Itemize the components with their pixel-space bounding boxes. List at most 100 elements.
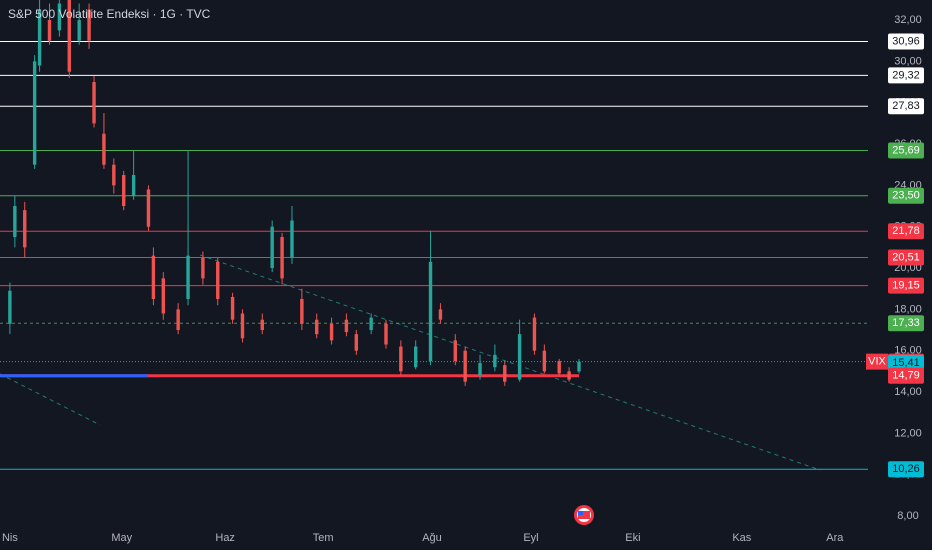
- candle-body: [503, 365, 507, 382]
- price-tag-label: 29,32: [892, 69, 920, 81]
- candle-body: [577, 361, 581, 372]
- x-tick-label: Tem: [313, 532, 334, 544]
- price-tag: [888, 277, 924, 294]
- y-tick-label: 18,00: [894, 303, 922, 315]
- candle-body: [37, 9, 42, 66]
- candle-body: [32, 61, 37, 165]
- candle-body: [102, 133, 106, 165]
- price-tag-label: 25,69: [892, 144, 920, 156]
- candle-body: [557, 361, 561, 374]
- candle-body: [567, 371, 571, 380]
- candle-body: [131, 175, 136, 196]
- price-tags: 30,96 29,32 27,83 25,69 23,50 21,78 20,51 19,15…: [866, 33, 924, 478]
- price-tag: [888, 142, 924, 159]
- y-tick-label: 30,00: [894, 55, 922, 67]
- price-tag: [888, 33, 924, 50]
- candle-body: [13, 206, 17, 238]
- x-tick-label: Nis: [2, 532, 18, 544]
- price-tag: [888, 354, 924, 371]
- y-tick-label: 8,00: [897, 510, 918, 522]
- price-tag: [888, 461, 924, 478]
- candle-body: [122, 175, 126, 207]
- price-tag: [888, 315, 924, 332]
- candle-body: [216, 261, 220, 300]
- symbol-tag: [866, 353, 888, 370]
- candle-body: [384, 323, 388, 345]
- candle-body: [315, 319, 319, 335]
- price-tag-label: 27,83: [892, 100, 920, 112]
- candle-body: [67, 0, 71, 72]
- candle-body: [201, 257, 205, 279]
- x-tick-label: Haz: [215, 532, 235, 544]
- event-icon[interactable]: [574, 505, 594, 525]
- y-tick-label: 14,00: [894, 386, 922, 398]
- price-tag: [888, 67, 924, 84]
- chart-title: S&P 500 Volatilite Endeksi · 1G · TVC: [8, 7, 211, 21]
- candle-body: [240, 313, 245, 339]
- x-tick-label: Ağu: [422, 532, 442, 544]
- x-tick-label: Eyl: [523, 532, 538, 544]
- price-tag-label: 30,96: [892, 35, 920, 47]
- candle-body: [344, 319, 349, 333]
- x-tick-label: Ara: [826, 532, 844, 544]
- candle-body: [270, 226, 274, 269]
- price-tag-label: 14,79: [892, 370, 920, 382]
- candle-body: [23, 210, 27, 248]
- candle-body: [300, 299, 304, 324]
- candle-body: [453, 340, 457, 362]
- price-tag-label: 23,50: [892, 190, 920, 202]
- candle-body: [517, 334, 522, 380]
- price-tag-label: 15,41: [892, 357, 920, 369]
- candle-body: [151, 255, 156, 300]
- x-tick-label: May: [111, 532, 132, 544]
- price-tag-label: 21,78: [892, 225, 920, 237]
- candle-body: [92, 82, 96, 124]
- candle-body: [354, 334, 359, 351]
- candle-body: [112, 164, 116, 186]
- candle-body: [176, 309, 180, 331]
- candle-body: [230, 296, 235, 320]
- candle-body: [47, 20, 52, 41]
- candle-body: [8, 290, 12, 324]
- candle-body: [542, 350, 547, 372]
- candle-body: [329, 323, 334, 341]
- y-tick-label: 12,00: [894, 427, 922, 439]
- candle-body: [463, 350, 467, 382]
- price-tag-label: 20,51: [892, 251, 920, 263]
- price-tag: [888, 249, 924, 266]
- candle-body: [478, 363, 482, 376]
- candle-body: [260, 319, 264, 331]
- candle-body: [77, 20, 81, 41]
- plot-area: [0, 0, 868, 470]
- price-tag-label: 19,15: [892, 280, 920, 292]
- candle-body: [413, 346, 418, 368]
- x-tick-label: Kas: [732, 532, 751, 544]
- candle-body: [146, 189, 151, 227]
- candle-body: [87, 9, 91, 41]
- candle-body: [280, 237, 284, 279]
- price-tag: [888, 98, 924, 115]
- price-tag-label: 17,33: [892, 317, 920, 329]
- candle-body: [532, 317, 537, 351]
- price-tag: [888, 367, 924, 384]
- trend-line: [0, 373, 101, 426]
- candle-body: [161, 278, 166, 314]
- x-tick-label: Eki: [625, 532, 640, 544]
- candle-body: [57, 3, 62, 31]
- candle-body: [438, 309, 443, 320]
- candle-body: [493, 354, 497, 368]
- trend-line: [199, 254, 821, 471]
- candle-body: [186, 255, 190, 300]
- price-tag: [888, 223, 924, 240]
- candle-body: [369, 317, 373, 331]
- y-tick-label: 16,00: [894, 345, 922, 357]
- candle-body: [399, 346, 403, 372]
- symbol-tag-label: VIX: [868, 356, 886, 368]
- price-tag-label: 10,26: [892, 463, 920, 475]
- candle-body: [290, 220, 294, 258]
- y-tick-label: 32,00: [894, 14, 922, 26]
- candle-body: [428, 261, 433, 362]
